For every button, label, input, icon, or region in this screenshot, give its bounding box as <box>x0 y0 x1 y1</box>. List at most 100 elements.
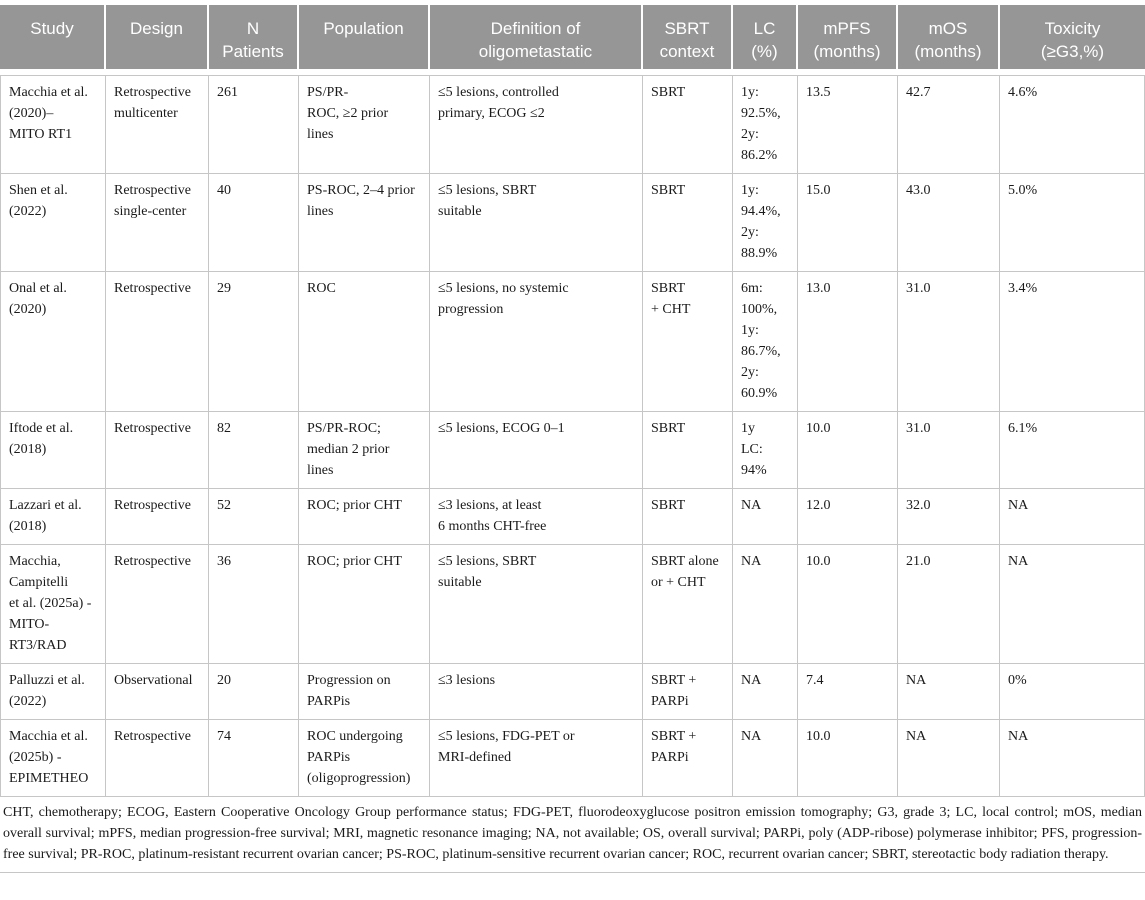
cell-lc: NA <box>733 720 798 797</box>
cell-toxicity: 0% <box>1000 664 1145 720</box>
col-header-study: Study <box>0 5 106 75</box>
col-header-sbrt-context: SBRT context <box>643 5 733 75</box>
cell-study: Macchia et al. (2025b) - EPIMETHEO <box>0 720 106 797</box>
cell-mos: NA <box>898 664 1000 720</box>
cell-design: Retrospective <box>106 545 209 664</box>
cell-definition: ≤5 lesions, no systemic progression <box>430 272 643 412</box>
table-header-row: Study Design N Patients Population Defin… <box>0 5 1145 75</box>
cell-study: Onal et al. (2020) <box>0 272 106 412</box>
cell-definition: ≤5 lesions, FDG-PET or MRI-defined <box>430 720 643 797</box>
cell-lc: 1y: 92.5%, 2y: 86.2% <box>733 75 798 174</box>
cell-n-patients: 40 <box>209 174 299 272</box>
cell-mpfs: 10.0 <box>798 412 898 489</box>
cell-sbrt-context: SBRT alone or + CHT <box>643 545 733 664</box>
cell-sbrt-context: SBRT <box>643 412 733 489</box>
cell-sbrt-context: SBRT + CHT <box>643 272 733 412</box>
col-header-design: Design <box>106 5 209 75</box>
table-row: Shen et al. (2022) Retrospective single-… <box>0 174 1145 272</box>
cell-design: Observational <box>106 664 209 720</box>
cell-mos: 31.0 <box>898 272 1000 412</box>
cell-definition: ≤5 lesions, SBRT suitable <box>430 545 643 664</box>
cell-design: Retrospective <box>106 412 209 489</box>
cell-population: ROC undergoing PARPis (oligoprogression) <box>299 720 430 797</box>
cell-mos: 31.0 <box>898 412 1000 489</box>
cell-mpfs: 10.0 <box>798 545 898 664</box>
cell-mos: 43.0 <box>898 174 1000 272</box>
cell-population: ROC; prior CHT <box>299 545 430 664</box>
col-header-n-patients: N Patients <box>209 5 299 75</box>
cell-lc: NA <box>733 664 798 720</box>
cell-mos: 42.7 <box>898 75 1000 174</box>
cell-design: Retrospective <box>106 720 209 797</box>
cell-mpfs: 13.0 <box>798 272 898 412</box>
table-row: Lazzari et al. (2018) Retrospective 52 R… <box>0 489 1145 545</box>
cell-n-patients: 82 <box>209 412 299 489</box>
cell-sbrt-context: SBRT <box>643 174 733 272</box>
cell-lc: NA <box>733 545 798 664</box>
cell-mpfs: 13.5 <box>798 75 898 174</box>
cell-sbrt-context: SBRT <box>643 489 733 545</box>
table-row: Onal et al. (2020) Retrospective 29 ROC … <box>0 272 1145 412</box>
cell-population: Progression on PARPis <box>299 664 430 720</box>
oligometastatic-studies-table: Study Design N Patients Population Defin… <box>0 5 1145 797</box>
cell-study: Palluzzi et al. (2022) <box>0 664 106 720</box>
cell-sbrt-context: SBRT + PARPi <box>643 664 733 720</box>
table-row: Palluzzi et al. (2022) Observational 20 … <box>0 664 1145 720</box>
cell-mpfs: 10.0 <box>798 720 898 797</box>
cell-study: Iftode et al. (2018) <box>0 412 106 489</box>
cell-n-patients: 261 <box>209 75 299 174</box>
cell-n-patients: 29 <box>209 272 299 412</box>
cell-study: Macchia et al. (2020)– MITO RT1 <box>0 75 106 174</box>
col-header-lc: LC (%) <box>733 5 798 75</box>
table-row: Iftode et al. (2018) Retrospective 82 PS… <box>0 412 1145 489</box>
cell-lc: 1y LC: 94% <box>733 412 798 489</box>
cell-study: Lazzari et al. (2018) <box>0 489 106 545</box>
cell-n-patients: 52 <box>209 489 299 545</box>
cell-lc: 6m: 100%, 1y: 86.7%, 2y: 60.9% <box>733 272 798 412</box>
cell-population: PS/PR- ROC, ≥2 prior lines <box>299 75 430 174</box>
cell-toxicity: 4.6% <box>1000 75 1145 174</box>
cell-design: Retrospective <box>106 272 209 412</box>
col-header-toxicity: Toxicity (≥G3,%) <box>1000 5 1145 75</box>
cell-study: Macchia, Campitelli et al. (2025a) - MIT… <box>0 545 106 664</box>
cell-mpfs: 12.0 <box>798 489 898 545</box>
table-row: Macchia, Campitelli et al. (2025a) - MIT… <box>0 545 1145 664</box>
cell-population: PS-ROC, 2–4 prior lines <box>299 174 430 272</box>
cell-mpfs: 7.4 <box>798 664 898 720</box>
col-header-mpfs: mPFS (months) <box>798 5 898 75</box>
cell-mos: NA <box>898 720 1000 797</box>
cell-toxicity: 6.1% <box>1000 412 1145 489</box>
cell-study: Shen et al. (2022) <box>0 174 106 272</box>
table-row: Macchia et al. (2025b) - EPIMETHEO Retro… <box>0 720 1145 797</box>
cell-design: Retrospective <box>106 489 209 545</box>
col-header-definition: Definition of oligometastatic <box>430 5 643 75</box>
cell-definition: ≤5 lesions, ECOG 0–1 <box>430 412 643 489</box>
col-header-mos: mOS (months) <box>898 5 1000 75</box>
cell-definition: ≤3 lesions, at least 6 months CHT-free <box>430 489 643 545</box>
cell-n-patients: 36 <box>209 545 299 664</box>
cell-population: ROC; prior CHT <box>299 489 430 545</box>
cell-design: Retrospective single-center <box>106 174 209 272</box>
cell-toxicity: 5.0% <box>1000 174 1145 272</box>
cell-n-patients: 20 <box>209 664 299 720</box>
cell-design: Retrospective multicenter <box>106 75 209 174</box>
col-header-population: Population <box>299 5 430 75</box>
cell-definition: ≤3 lesions <box>430 664 643 720</box>
cell-definition: ≤5 lesions, controlled primary, ECOG ≤2 <box>430 75 643 174</box>
cell-toxicity: NA <box>1000 545 1145 664</box>
cell-mos: 21.0 <box>898 545 1000 664</box>
cell-lc: NA <box>733 489 798 545</box>
cell-toxicity: 3.4% <box>1000 272 1145 412</box>
cell-n-patients: 74 <box>209 720 299 797</box>
cell-mos: 32.0 <box>898 489 1000 545</box>
table-footnote: CHT, chemotherapy; ECOG, Eastern Coopera… <box>0 797 1145 873</box>
cell-toxicity: NA <box>1000 489 1145 545</box>
table-row: Macchia et al. (2020)– MITO RT1 Retrospe… <box>0 75 1145 174</box>
cell-sbrt-context: SBRT + PARPi <box>643 720 733 797</box>
cell-toxicity: NA <box>1000 720 1145 797</box>
cell-population: PS/PR-ROC; median 2 prior lines <box>299 412 430 489</box>
cell-definition: ≤5 lesions, SBRT suitable <box>430 174 643 272</box>
cell-lc: 1y: 94.4%, 2y: 88.9% <box>733 174 798 272</box>
cell-mpfs: 15.0 <box>798 174 898 272</box>
cell-sbrt-context: SBRT <box>643 75 733 174</box>
